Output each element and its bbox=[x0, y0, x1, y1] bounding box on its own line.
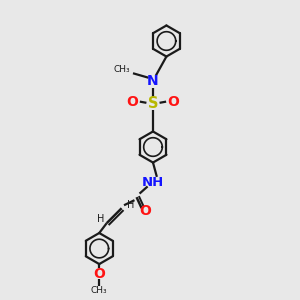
Text: O: O bbox=[93, 267, 105, 280]
Text: O: O bbox=[168, 95, 179, 109]
Text: H: H bbox=[127, 200, 134, 210]
Text: CH₃: CH₃ bbox=[91, 286, 107, 296]
Text: H: H bbox=[97, 214, 104, 224]
Text: O: O bbox=[139, 204, 151, 218]
Text: NH: NH bbox=[142, 176, 164, 189]
Text: N: N bbox=[147, 74, 159, 88]
Text: CH₃: CH₃ bbox=[113, 65, 130, 74]
Text: S: S bbox=[148, 96, 158, 111]
Text: O: O bbox=[126, 95, 138, 109]
